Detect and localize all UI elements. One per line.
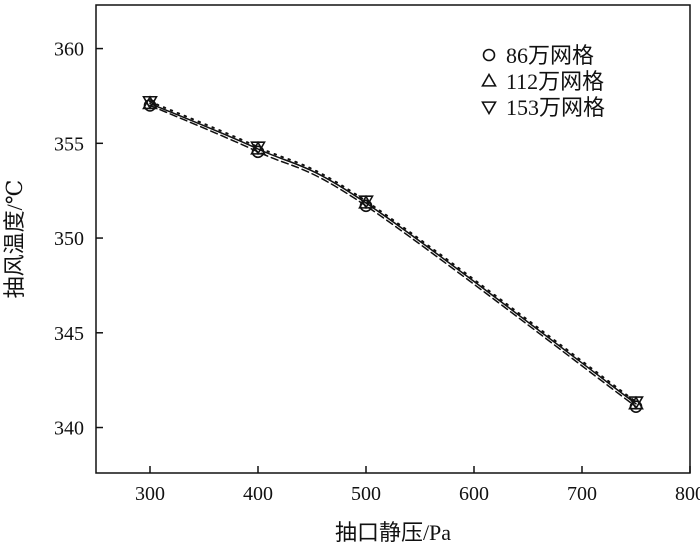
data-point-2 xyxy=(628,396,644,411)
series-line-0 xyxy=(149,104,637,408)
data-point-2 xyxy=(358,195,374,210)
x-tick-label: 500 xyxy=(351,483,381,505)
y-axis-label: 抽风温度/℃ xyxy=(2,180,27,299)
series-line-1 xyxy=(149,102,637,405)
x-tick-label: 400 xyxy=(243,483,273,505)
x-tick-label: 600 xyxy=(459,483,489,505)
x-tick-label: 700 xyxy=(567,483,597,505)
y-tick-label: 340 xyxy=(54,418,84,440)
x-tick-label: 300 xyxy=(135,483,165,505)
legend-marker-0 xyxy=(482,48,496,62)
legend-label-0: 86万网格 xyxy=(506,43,594,68)
legend-marker-1 xyxy=(481,72,497,87)
legend-label-1: 112万网格 xyxy=(506,69,604,94)
x-axis-label: 抽口静压/Pa xyxy=(335,520,451,545)
plot-frame xyxy=(95,4,691,474)
series-line-2 xyxy=(149,100,637,403)
legend-label-2: 153万网格 xyxy=(506,95,605,120)
y-tick-label: 360 xyxy=(54,39,84,61)
x-tick-label: 800 xyxy=(675,483,700,505)
y-tick-label: 345 xyxy=(54,323,84,345)
data-point-2 xyxy=(142,95,158,110)
y-tick-label: 355 xyxy=(54,133,84,155)
y-tick-label: 350 xyxy=(54,228,84,250)
legend-marker-2 xyxy=(481,101,497,116)
data-point-2 xyxy=(250,141,266,156)
